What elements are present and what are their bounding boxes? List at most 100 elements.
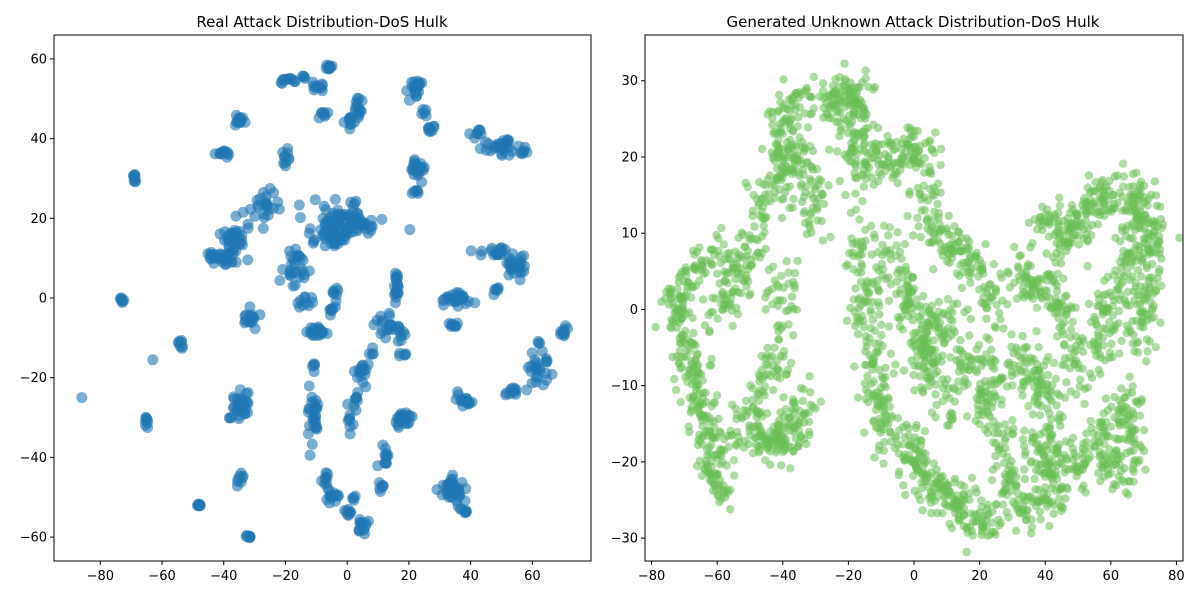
scatter-point: [862, 337, 871, 347]
scatter-point: [1111, 204, 1120, 213]
scatter-point: [926, 169, 936, 178]
scatter-point: [309, 411, 321, 423]
scatter-point: [684, 371, 693, 380]
scatter-point: [870, 339, 879, 348]
scatter-point: [761, 197, 771, 206]
scatter-point: [927, 508, 936, 518]
scatter-point: [804, 216, 814, 226]
scatter-point: [693, 369, 702, 378]
scatter-point: [476, 245, 488, 257]
scatter-point: [877, 320, 886, 329]
scatter-point: [818, 236, 827, 245]
scatter-point: [885, 402, 894, 412]
scatter-point: [917, 206, 926, 215]
scatter-point: [779, 115, 789, 124]
scatter-point: [1066, 387, 1076, 396]
scatter-point: [1037, 374, 1046, 383]
scatter-point: [1053, 269, 1063, 279]
scatter-point: [1129, 467, 1139, 476]
scatter-point: [839, 114, 848, 124]
scatter-point: [521, 384, 533, 396]
scatter-point: [962, 547, 971, 557]
scatter-point: [767, 148, 776, 157]
scatter-point: [803, 157, 812, 167]
scatter-point: [244, 301, 256, 313]
scatter-point: [235, 393, 247, 404]
scatter-point: [1000, 458, 1009, 468]
scatter-point: [784, 413, 793, 422]
scatter-point: [884, 231, 893, 240]
scatter-point: [726, 485, 735, 495]
scatter-point: [1062, 291, 1071, 300]
x-tick-label: 40: [1037, 569, 1054, 584]
scatter-point: [785, 182, 794, 191]
scatter-point: [988, 397, 998, 407]
scatter-point: [1007, 367, 1017, 377]
scatter-point: [1122, 448, 1131, 458]
scatter-point: [717, 223, 726, 233]
scatter-point: [936, 188, 945, 197]
scatter-point: [257, 222, 269, 234]
scatter-point: [699, 270, 708, 279]
scatter-point: [765, 353, 774, 363]
scatter-point: [525, 366, 537, 377]
scatter-point: [856, 277, 866, 286]
scatter-point: [1149, 301, 1159, 311]
scatter-point: [317, 212, 329, 224]
scatter-point: [799, 192, 809, 202]
scatter-point: [878, 402, 887, 411]
scatter-point: [1070, 359, 1080, 369]
scatter-point: [356, 360, 368, 372]
scatter-point: [1137, 397, 1146, 406]
scatter-point: [348, 492, 359, 504]
scatter-point: [1079, 225, 1088, 234]
scatter-point: [1003, 267, 1012, 276]
scatter-point: [784, 268, 793, 277]
scatter-point: [990, 380, 999, 389]
scatter-point: [777, 163, 786, 172]
scatter-point: [817, 216, 826, 226]
scatter-point: [889, 145, 898, 155]
scatter-point: [1153, 241, 1163, 250]
scatter-point: [1005, 476, 1014, 485]
scatter-point: [518, 250, 530, 262]
scatter-point: [306, 438, 318, 450]
scatter-point: [734, 432, 743, 442]
scatter-point: [1047, 415, 1056, 424]
scatter-point: [954, 387, 963, 396]
scatter-point: [1078, 347, 1088, 356]
scatter-point: [1007, 330, 1016, 339]
scatter-point: [1101, 290, 1111, 299]
scatter-point: [1018, 283, 1027, 293]
scatter-point: [977, 530, 986, 539]
scatter-point: [841, 98, 850, 108]
scatter-point: [1062, 378, 1071, 387]
scatter-point: [777, 461, 786, 470]
scatter-point: [934, 322, 943, 332]
scatter-point: [1082, 429, 1091, 438]
scatter-point: [832, 89, 841, 99]
scatter-point: [869, 230, 879, 239]
scatter-point: [1002, 382, 1012, 391]
scatter-point: [299, 291, 311, 303]
scatter-point: [1034, 343, 1043, 352]
scatter-point: [254, 309, 266, 321]
scatter-point: [1143, 347, 1152, 356]
scatter-point: [965, 365, 974, 374]
scatter-point: [676, 397, 685, 407]
scatter-point: [695, 456, 705, 465]
scatter-point: [909, 370, 918, 380]
scatter-point: [1105, 317, 1114, 327]
scatter-point: [800, 410, 809, 419]
scatter-point: [309, 194, 321, 206]
scatter-point: [918, 321, 927, 330]
scatter-point: [818, 86, 828, 96]
scatter-point: [1044, 352, 1053, 362]
scatter-point: [307, 296, 319, 308]
scatter-point: [754, 396, 764, 405]
scatter-point: [804, 417, 814, 426]
scatter-point: [915, 452, 924, 461]
y-tick-label: −20: [20, 371, 47, 386]
scatter-point: [806, 388, 815, 397]
scatter-point: [747, 234, 756, 243]
